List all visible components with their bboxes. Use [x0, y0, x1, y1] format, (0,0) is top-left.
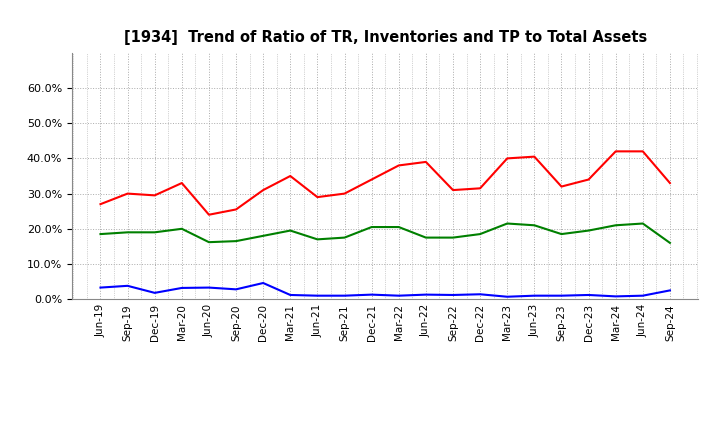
Line: Trade Receivables: Trade Receivables	[101, 151, 670, 215]
Trade Payables	[530, 223, 539, 228]
Inventories	[449, 292, 457, 297]
Trade Payables	[313, 237, 322, 242]
Trade Receivables	[232, 207, 240, 212]
Trade Receivables	[96, 202, 105, 207]
Trade Payables	[639, 221, 647, 226]
Inventories	[665, 288, 674, 293]
Trade Receivables	[503, 156, 511, 161]
Trade Receivables	[178, 180, 186, 186]
Trade Receivables	[557, 184, 566, 189]
Trade Receivables	[421, 159, 430, 165]
Line: Trade Payables: Trade Payables	[101, 224, 670, 243]
Trade Receivables	[639, 149, 647, 154]
Trade Receivables	[204, 212, 213, 217]
Trade Payables	[395, 224, 403, 230]
Trade Receivables	[530, 154, 539, 159]
Trade Payables	[178, 226, 186, 231]
Trade Payables	[557, 231, 566, 237]
Trade Payables	[286, 228, 294, 233]
Trade Payables	[150, 230, 159, 235]
Inventories	[557, 293, 566, 298]
Inventories	[584, 292, 593, 297]
Trade Payables	[259, 233, 268, 238]
Trade Receivables	[476, 186, 485, 191]
Trade Receivables	[313, 194, 322, 200]
Inventories	[313, 293, 322, 298]
Inventories	[150, 290, 159, 296]
Inventories	[639, 293, 647, 298]
Inventories	[204, 285, 213, 290]
Title: [1934]  Trend of Ratio of TR, Inventories and TP to Total Assets: [1934] Trend of Ratio of TR, Inventories…	[124, 29, 647, 45]
Inventories	[476, 292, 485, 297]
Trade Payables	[476, 231, 485, 237]
Trade Payables	[123, 230, 132, 235]
Trade Receivables	[123, 191, 132, 196]
Inventories	[96, 285, 105, 290]
Inventories	[286, 292, 294, 297]
Trade Receivables	[584, 177, 593, 182]
Trade Receivables	[665, 180, 674, 186]
Trade Receivables	[286, 173, 294, 179]
Trade Receivables	[395, 163, 403, 168]
Line: Inventories: Inventories	[101, 283, 670, 297]
Inventories	[367, 292, 376, 297]
Inventories	[503, 294, 511, 299]
Trade Payables	[367, 224, 376, 230]
Trade Payables	[665, 240, 674, 246]
Trade Payables	[584, 228, 593, 233]
Inventories	[421, 292, 430, 297]
Trade Payables	[449, 235, 457, 240]
Trade Receivables	[611, 149, 620, 154]
Inventories	[178, 285, 186, 290]
Trade Payables	[96, 231, 105, 237]
Trade Payables	[421, 235, 430, 240]
Inventories	[232, 287, 240, 292]
Trade Receivables	[367, 177, 376, 182]
Inventories	[123, 283, 132, 289]
Trade Payables	[341, 235, 349, 240]
Trade Payables	[232, 238, 240, 244]
Inventories	[341, 293, 349, 298]
Inventories	[611, 294, 620, 299]
Inventories	[259, 280, 268, 286]
Trade Payables	[611, 223, 620, 228]
Trade Receivables	[449, 187, 457, 193]
Trade Receivables	[341, 191, 349, 196]
Inventories	[530, 293, 539, 298]
Trade Receivables	[259, 187, 268, 193]
Trade Receivables	[150, 193, 159, 198]
Trade Payables	[204, 239, 213, 245]
Trade Payables	[503, 221, 511, 226]
Inventories	[395, 293, 403, 298]
